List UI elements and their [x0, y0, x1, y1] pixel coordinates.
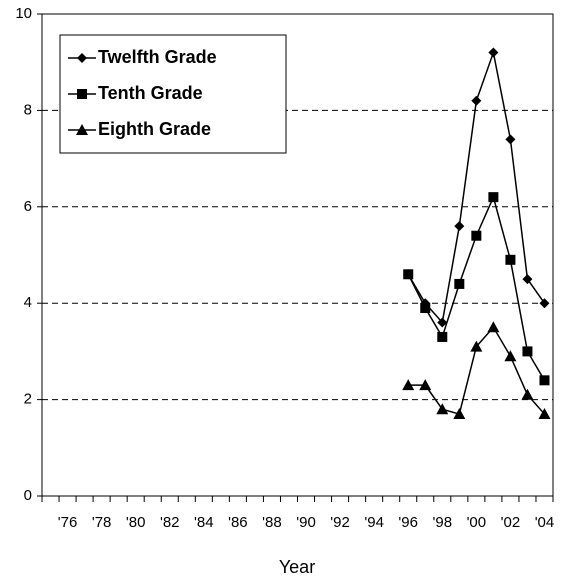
- marker: [454, 221, 465, 232]
- x-tick-label: '76: [58, 514, 78, 531]
- marker: [437, 331, 448, 342]
- x-tick-label: '78: [92, 514, 112, 531]
- x-tick-label: '00: [467, 514, 487, 531]
- marker: [504, 350, 517, 362]
- marker: [402, 379, 415, 391]
- marker: [76, 124, 88, 135]
- series-line: [408, 326, 546, 415]
- x-tick-label: '86: [228, 514, 248, 531]
- marker: [437, 317, 448, 328]
- x-tick-label: '82: [160, 514, 180, 531]
- marker: [539, 375, 550, 386]
- marker: [538, 408, 551, 420]
- x-tick-label: '88: [262, 514, 282, 531]
- y-tick-label: 8: [24, 101, 32, 118]
- y-tick-label: 6: [24, 198, 32, 215]
- marker: [436, 403, 449, 415]
- marker: [522, 274, 533, 285]
- x-tick-label: '80: [126, 514, 146, 531]
- marker: [488, 192, 499, 203]
- marker: [505, 134, 516, 145]
- x-tick-label: '94: [364, 514, 384, 531]
- x-tick-label: '96: [398, 514, 418, 531]
- marker: [487, 321, 500, 333]
- legend: Twelfth Grade Tenth Grade Eighth Grade: [59, 34, 287, 154]
- legend-box: [59, 34, 287, 154]
- marker: [454, 278, 465, 289]
- legend-label: Twelfth Grade: [98, 47, 217, 67]
- marker: [419, 379, 432, 391]
- x-tick-label: '04: [535, 514, 555, 531]
- marker: [505, 254, 516, 265]
- marker: [470, 340, 483, 352]
- y-tick-label: 2: [24, 391, 32, 408]
- x-axis-label: Year: [279, 557, 315, 577]
- series-line: [407, 49, 546, 325]
- marker: [488, 47, 499, 58]
- y-tick-label: 4: [24, 294, 32, 311]
- x-tick-label: '92: [330, 514, 350, 531]
- x-tick-label: '02: [501, 514, 521, 531]
- legend-label: Eighth Grade: [98, 119, 211, 139]
- x-tick-label: '98: [433, 514, 453, 531]
- marker: [521, 388, 534, 400]
- legend-label: Tenth Grade: [98, 83, 203, 103]
- marker: [420, 303, 431, 314]
- y-tick-label: 0: [24, 487, 32, 504]
- y-tick-label: 10: [15, 5, 32, 22]
- marker: [77, 53, 87, 63]
- marker: [77, 89, 87, 99]
- marker: [522, 346, 533, 357]
- x-tick-label: '90: [296, 514, 316, 531]
- marker: [403, 269, 414, 280]
- marker: [471, 95, 482, 106]
- x-tick-label: '84: [194, 514, 214, 531]
- marker: [453, 408, 466, 420]
- marker: [539, 298, 550, 309]
- marker: [471, 230, 482, 241]
